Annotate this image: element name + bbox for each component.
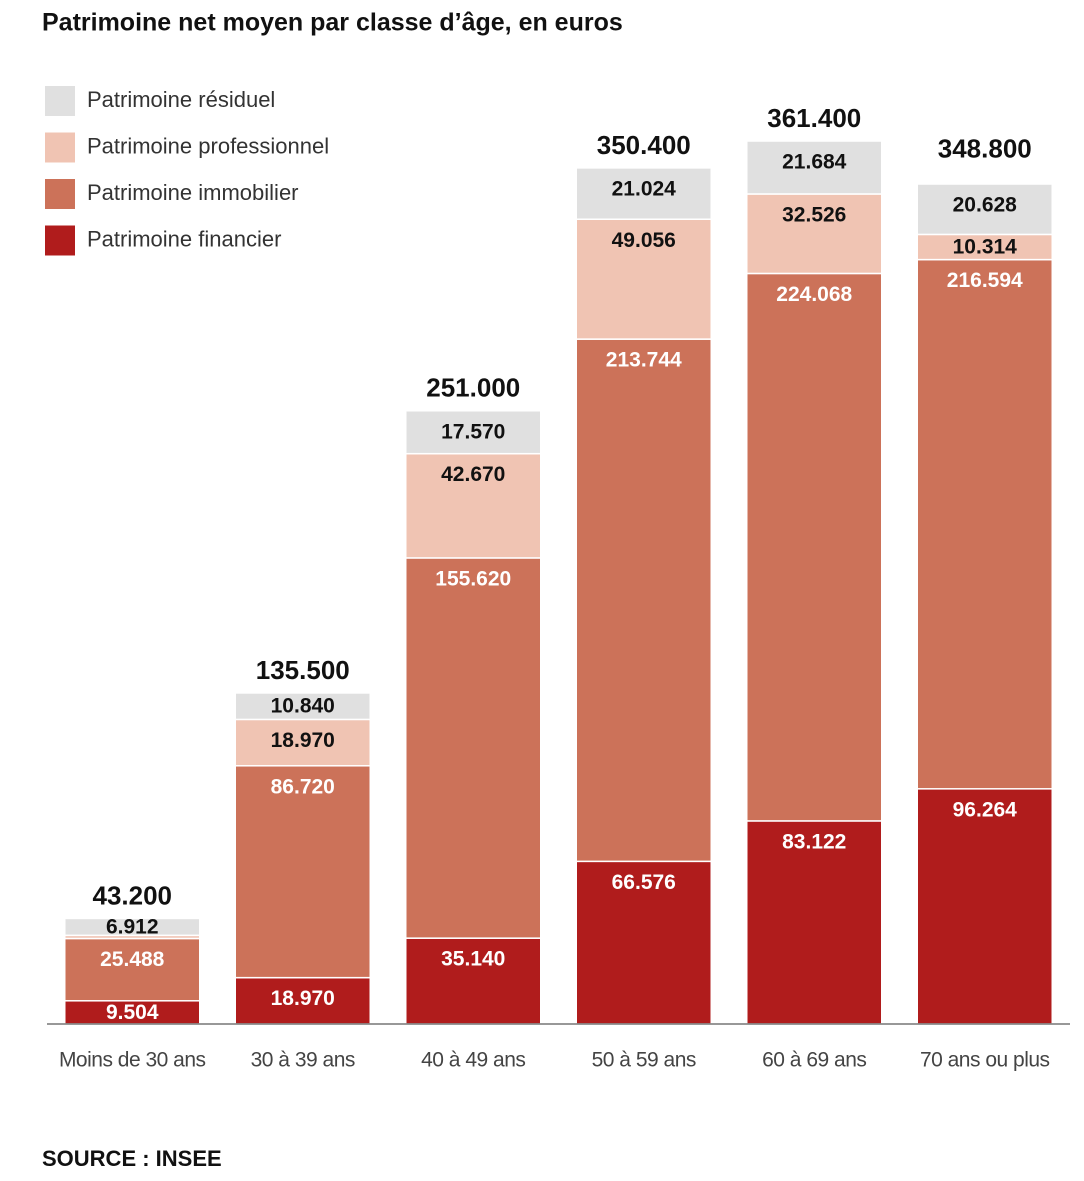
value-label: 35.140 [441,948,505,971]
x-tick-label: 70 ans ou plus [920,1049,1050,1072]
chart-title: Patrimoine net moyen par classe d’âge, e… [42,9,623,37]
value-label: 32.526 [782,204,846,227]
value-label: 86.720 [271,775,335,798]
bar-segment [405,557,542,939]
value-label: 10.840 [271,695,335,718]
bar-segment [234,692,371,721]
total-label: 251.000 [426,373,520,403]
legend-swatch [45,225,75,256]
x-tick-label: 60 à 69 ans [762,1049,866,1072]
bar-segment [64,937,201,1002]
total-label: 135.500 [256,655,350,685]
value-label: 42.670 [441,463,505,486]
value-label: 96.264 [953,798,1018,821]
legend-swatch [45,86,75,116]
bar-segment [746,272,883,822]
bar-segment [575,167,712,221]
legend-label: Patrimoine financier [87,226,281,251]
value-label: 83.122 [782,830,846,853]
total-label: 43.200 [92,880,172,910]
value-label: 6.912 [106,915,159,938]
total-label: 348.800 [938,134,1032,164]
bar-segment [575,338,712,863]
x-tick-label: 40 à 49 ans [421,1049,525,1072]
legend-label: Patrimoine immobilier [87,180,299,205]
value-label: 20.628 [953,194,1018,217]
value-label: 155.620 [435,567,511,590]
value-label: 49.056 [612,229,676,252]
value-label: 213.744 [606,349,682,372]
value-label: 25.488 [100,948,165,971]
value-label: 9.504 [106,1001,159,1024]
value-label: 18.970 [271,729,335,752]
value-label: 21.684 [782,151,847,174]
value-label: 10.314 [953,236,1018,259]
x-tick-label: 30 à 39 ans [251,1049,355,1072]
bar-segment [64,917,201,937]
bar-segment [916,258,1053,790]
x-tick-label: Moins de 30 ans [59,1049,206,1072]
value-label: 66.576 [612,871,676,894]
legend-swatch [45,132,75,163]
value-label: 17.570 [441,420,505,443]
bar-segment [405,452,542,559]
legend-label: Patrimoine résiduel [87,87,275,112]
value-label: 18.970 [271,987,335,1010]
source: SOURCE : INSEE [42,1146,222,1171]
value-label: 224.068 [776,283,852,306]
legend-label: Patrimoine professionnel [87,133,329,158]
legend-swatch [45,179,75,209]
bar-segment [916,183,1053,236]
total-label: 350.400 [597,130,691,160]
bar-segment [575,860,712,1025]
bar-segment [405,409,542,455]
x-tick-label: 50 à 59 ans [592,1049,696,1072]
value-label: 216.594 [947,269,1023,292]
bar-segment [234,765,371,979]
bar-segment [916,233,1053,261]
bar-segment [746,820,883,1025]
bar-segment [746,193,883,275]
value-label: 21.024 [612,177,677,200]
bar-segment [746,140,883,195]
total-label: 361.400 [767,103,861,133]
bar-segment [916,788,1053,1025]
bar-segment [234,976,371,1025]
